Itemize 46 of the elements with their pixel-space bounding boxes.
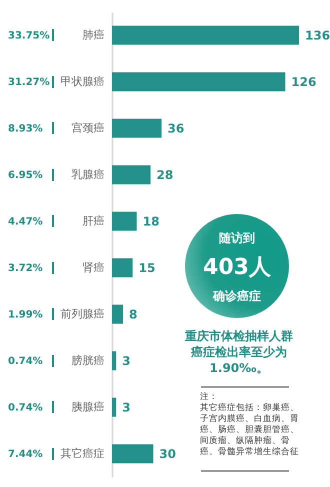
bar xyxy=(112,444,154,464)
bar xyxy=(112,258,133,278)
text: 7.44% xyxy=(8,448,43,460)
annotation: 403人 xyxy=(202,254,272,282)
bar xyxy=(112,398,116,417)
data-label: 30 xyxy=(159,446,176,461)
annotation: 随访到 xyxy=(218,230,256,247)
data-label: 126 xyxy=(291,74,316,89)
y-tick-label: 肾癌 xyxy=(82,260,104,274)
data-label: 3 xyxy=(122,354,130,368)
y-tick-label: 肝癌 xyxy=(82,214,104,228)
y-tick-label: 宫颈癌 xyxy=(72,121,104,134)
annotation: 重庆市体检抽样人群癌症检出率至少为1.90‰。 xyxy=(184,328,294,376)
data-label: 28 xyxy=(156,168,174,182)
y-tick-label: 胰腺癌 xyxy=(72,400,104,414)
text: 4.47% xyxy=(8,216,43,228)
data-label: 136 xyxy=(305,28,330,42)
text: 1.99% xyxy=(8,309,43,320)
annotation: 确诊癌症 xyxy=(212,288,262,305)
y-tick-label: 其它癌症 xyxy=(60,446,104,460)
data-label: 18 xyxy=(142,214,160,228)
data-label: 15 xyxy=(138,260,156,275)
text: 31.27% xyxy=(8,76,50,88)
annotation: 注： xyxy=(200,392,219,402)
bar xyxy=(112,165,150,184)
bar xyxy=(112,212,137,231)
bar xyxy=(112,304,123,324)
text: 3.72% xyxy=(8,262,43,274)
text: 8.93% xyxy=(8,123,43,134)
text: 33.75% xyxy=(8,30,50,42)
text: 0.74% xyxy=(8,402,43,414)
text: 6.95% xyxy=(8,170,43,181)
annotation: 其它癌症包括：卵巢癌、子宫内膜癌、白血病、胃癌、肠癌、胆囊胆管癌、间质瘤、纵隔肿瘤、骨癌、骨髓异常增生综合征 xyxy=(200,403,300,458)
y-tick-label: 肺癌 xyxy=(82,28,104,42)
y-tick-label: 前列腺癌 xyxy=(60,307,104,320)
y-tick-label: 乳腺癌 xyxy=(72,168,104,181)
y-tick-label: 甲状腺癌 xyxy=(60,74,104,88)
bar xyxy=(112,72,286,92)
bar xyxy=(112,351,116,370)
y-tick-label: 膀胱癌 xyxy=(72,354,104,367)
data-label: 8 xyxy=(129,307,138,322)
bar xyxy=(112,26,299,45)
data-label: 36 xyxy=(168,121,184,136)
bar xyxy=(112,118,162,138)
data-label: 3 xyxy=(122,400,130,414)
text: 0.74% xyxy=(8,356,43,367)
